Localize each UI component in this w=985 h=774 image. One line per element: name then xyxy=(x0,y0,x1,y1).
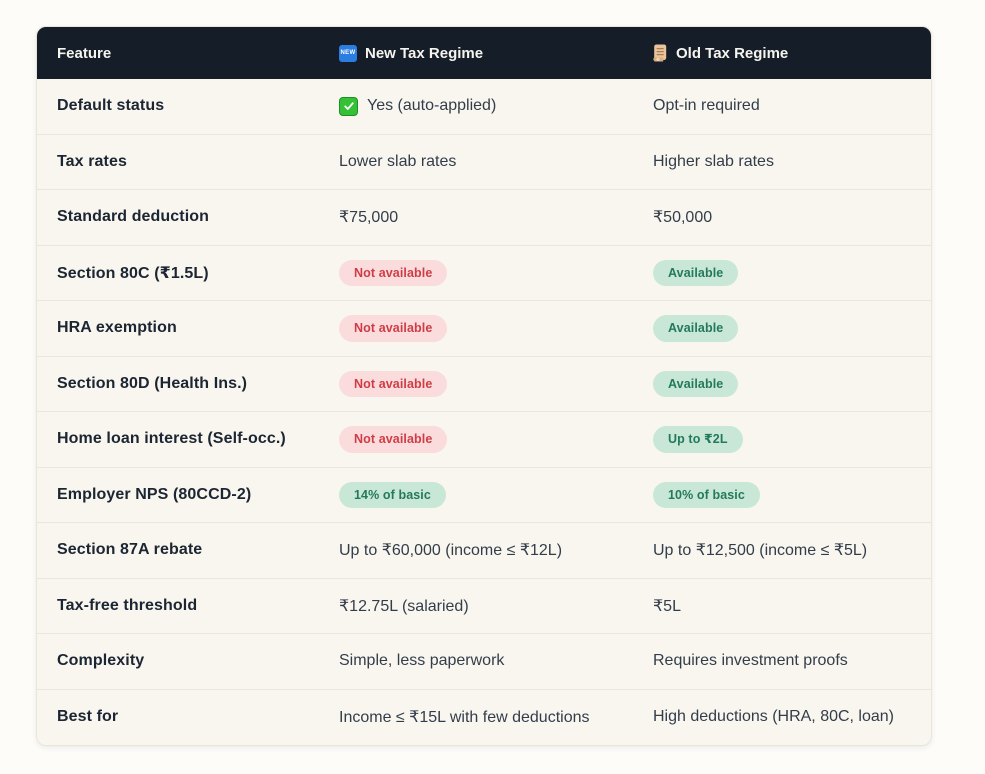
status-badge-negative: Not available xyxy=(339,259,448,286)
feature-cell: Best for xyxy=(57,708,119,726)
feature-cell: Default status xyxy=(57,97,165,115)
new-regime-value: ₹75,000 xyxy=(339,209,399,227)
column-header-new-regime-label: New Tax Regime xyxy=(365,44,484,62)
old-regime-cell: Available xyxy=(653,370,931,397)
column-header-feature-label: Feature xyxy=(57,44,112,62)
old-regime-value: High deductions (HRA, 80C, loan) xyxy=(653,708,895,726)
status-badge-positive: 10% of basic xyxy=(653,481,760,508)
table-row: Tax rates Lower slab rates Higher slab r… xyxy=(37,134,931,190)
status-badge-positive: Up to ₹2L xyxy=(653,426,743,453)
feature-cell: Section 80C (₹1.5L) xyxy=(57,264,209,282)
table-row: Tax-free threshold ₹12.75L (salaried) ₹5… xyxy=(37,578,931,634)
new-regime-cell: Not available xyxy=(339,370,653,397)
column-header-feature: Feature xyxy=(57,45,339,62)
status-badge-negative: Not available xyxy=(339,426,448,453)
old-regime-cell: Up to ₹2L xyxy=(653,426,931,453)
status-badge-negative: Not available xyxy=(339,315,448,342)
table-row: HRA exemption Not available Available xyxy=(37,301,931,357)
new-regime-cell: Not available xyxy=(339,259,653,286)
scroll-icon xyxy=(653,44,668,62)
new-regime-value: Lower slab rates xyxy=(339,152,457,170)
table-row: Best for Income ≤ ₹15L with few deductio… xyxy=(37,689,931,745)
status-badge-positive: Available xyxy=(653,370,739,397)
old-regime-cell: Requires investment proofs xyxy=(653,652,931,670)
table-row: Employer NPS (80CCD-2) 14% of basic 10% … xyxy=(37,467,931,523)
new-regime-cell: Lower slab rates xyxy=(339,153,653,171)
old-regime-value: Requires investment proofs xyxy=(653,652,848,670)
checkmark-icon xyxy=(339,96,358,116)
new-regime-cell: ₹12.75L (salaried) xyxy=(339,596,653,616)
new-regime-value: Yes (auto-applied) xyxy=(367,97,497,115)
new-regime-cell: Yes (auto-applied) xyxy=(339,96,653,116)
table-row: Home loan interest (Self-occ.) Not avail… xyxy=(37,412,931,468)
feature-cell: HRA exemption xyxy=(57,319,177,337)
old-regime-value: Up to ₹12,500 (income ≤ ₹5L) xyxy=(653,542,868,560)
old-regime-value: ₹5L xyxy=(653,597,681,615)
old-regime-value: Opt-in required xyxy=(653,97,760,115)
old-regime-cell: ₹5L xyxy=(653,596,931,616)
feature-cell: Tax-free threshold xyxy=(57,596,198,614)
column-header-old-regime-label: Old Tax Regime xyxy=(676,44,789,62)
old-regime-cell: ₹50,000 xyxy=(653,207,931,227)
new-regime-cell: Up to ₹60,000 (income ≤ ₹12L) xyxy=(339,540,653,560)
new-regime-value: Income ≤ ₹15L with few deductions xyxy=(339,709,590,727)
old-regime-cell: Up to ₹12,500 (income ≤ ₹5L) xyxy=(653,540,931,560)
status-badge-negative: Not available xyxy=(339,370,448,397)
old-regime-value: Higher slab rates xyxy=(653,152,774,170)
column-header-old-regime: Old Tax Regime xyxy=(653,44,931,62)
old-regime-cell: High deductions (HRA, 80C, loan) xyxy=(653,708,931,726)
old-regime-cell: Available xyxy=(653,315,931,342)
table-row: Standard deduction ₹75,000 ₹50,000 xyxy=(37,190,931,246)
new-button-icon: NEW xyxy=(339,44,357,62)
new-regime-value: Simple, less paperwork xyxy=(339,652,505,670)
table-row: Section 87A rebate Up to ₹60,000 (income… xyxy=(37,523,931,579)
table-row: Section 80D (Health Ins.) Not available … xyxy=(37,356,931,412)
old-regime-cell: Higher slab rates xyxy=(653,153,931,171)
tax-regime-comparison-table: Feature NEW New Tax Regime Old Tax Regim… xyxy=(36,26,932,746)
new-regime-value: Up to ₹60,000 (income ≤ ₹12L) xyxy=(339,542,563,560)
table-row: Default status Yes (auto-applied) Opt-in… xyxy=(37,79,931,135)
new-regime-cell: Simple, less paperwork xyxy=(339,652,653,670)
status-badge-positive: 14% of basic xyxy=(339,481,446,508)
new-regime-cell: Not available xyxy=(339,426,653,453)
feature-cell: Section 87A rebate xyxy=(57,541,203,559)
feature-cell: Complexity xyxy=(57,652,145,670)
old-regime-cell: Opt-in required xyxy=(653,97,931,115)
table-header-row: Feature NEW New Tax Regime Old Tax Regim… xyxy=(37,27,931,79)
new-regime-cell: Not available xyxy=(339,315,653,342)
status-badge-positive: Available xyxy=(653,315,739,342)
new-regime-cell: ₹75,000 xyxy=(339,207,653,227)
feature-cell: Section 80D (Health Ins.) xyxy=(57,374,248,392)
old-regime-value: ₹50,000 xyxy=(653,209,713,227)
feature-cell: Home loan interest (Self-occ.) xyxy=(57,430,286,448)
table-row: Complexity Simple, less paperwork Requir… xyxy=(37,634,931,690)
feature-cell: Employer NPS (80CCD-2) xyxy=(57,485,252,503)
status-badge-positive: Available xyxy=(653,259,739,286)
old-regime-cell: Available xyxy=(653,259,931,286)
column-header-new-regime: NEW New Tax Regime xyxy=(339,44,653,62)
feature-cell: Standard deduction xyxy=(57,208,210,226)
feature-cell: Tax rates xyxy=(57,152,127,170)
new-regime-cell: 14% of basic xyxy=(339,481,653,508)
new-regime-value: ₹12.75L (salaried) xyxy=(339,597,469,615)
new-regime-cell: Income ≤ ₹15L with few deductions xyxy=(339,707,653,727)
table-row: Section 80C (₹1.5L) Not available Availa… xyxy=(37,245,931,301)
old-regime-cell: 10% of basic xyxy=(653,481,931,508)
